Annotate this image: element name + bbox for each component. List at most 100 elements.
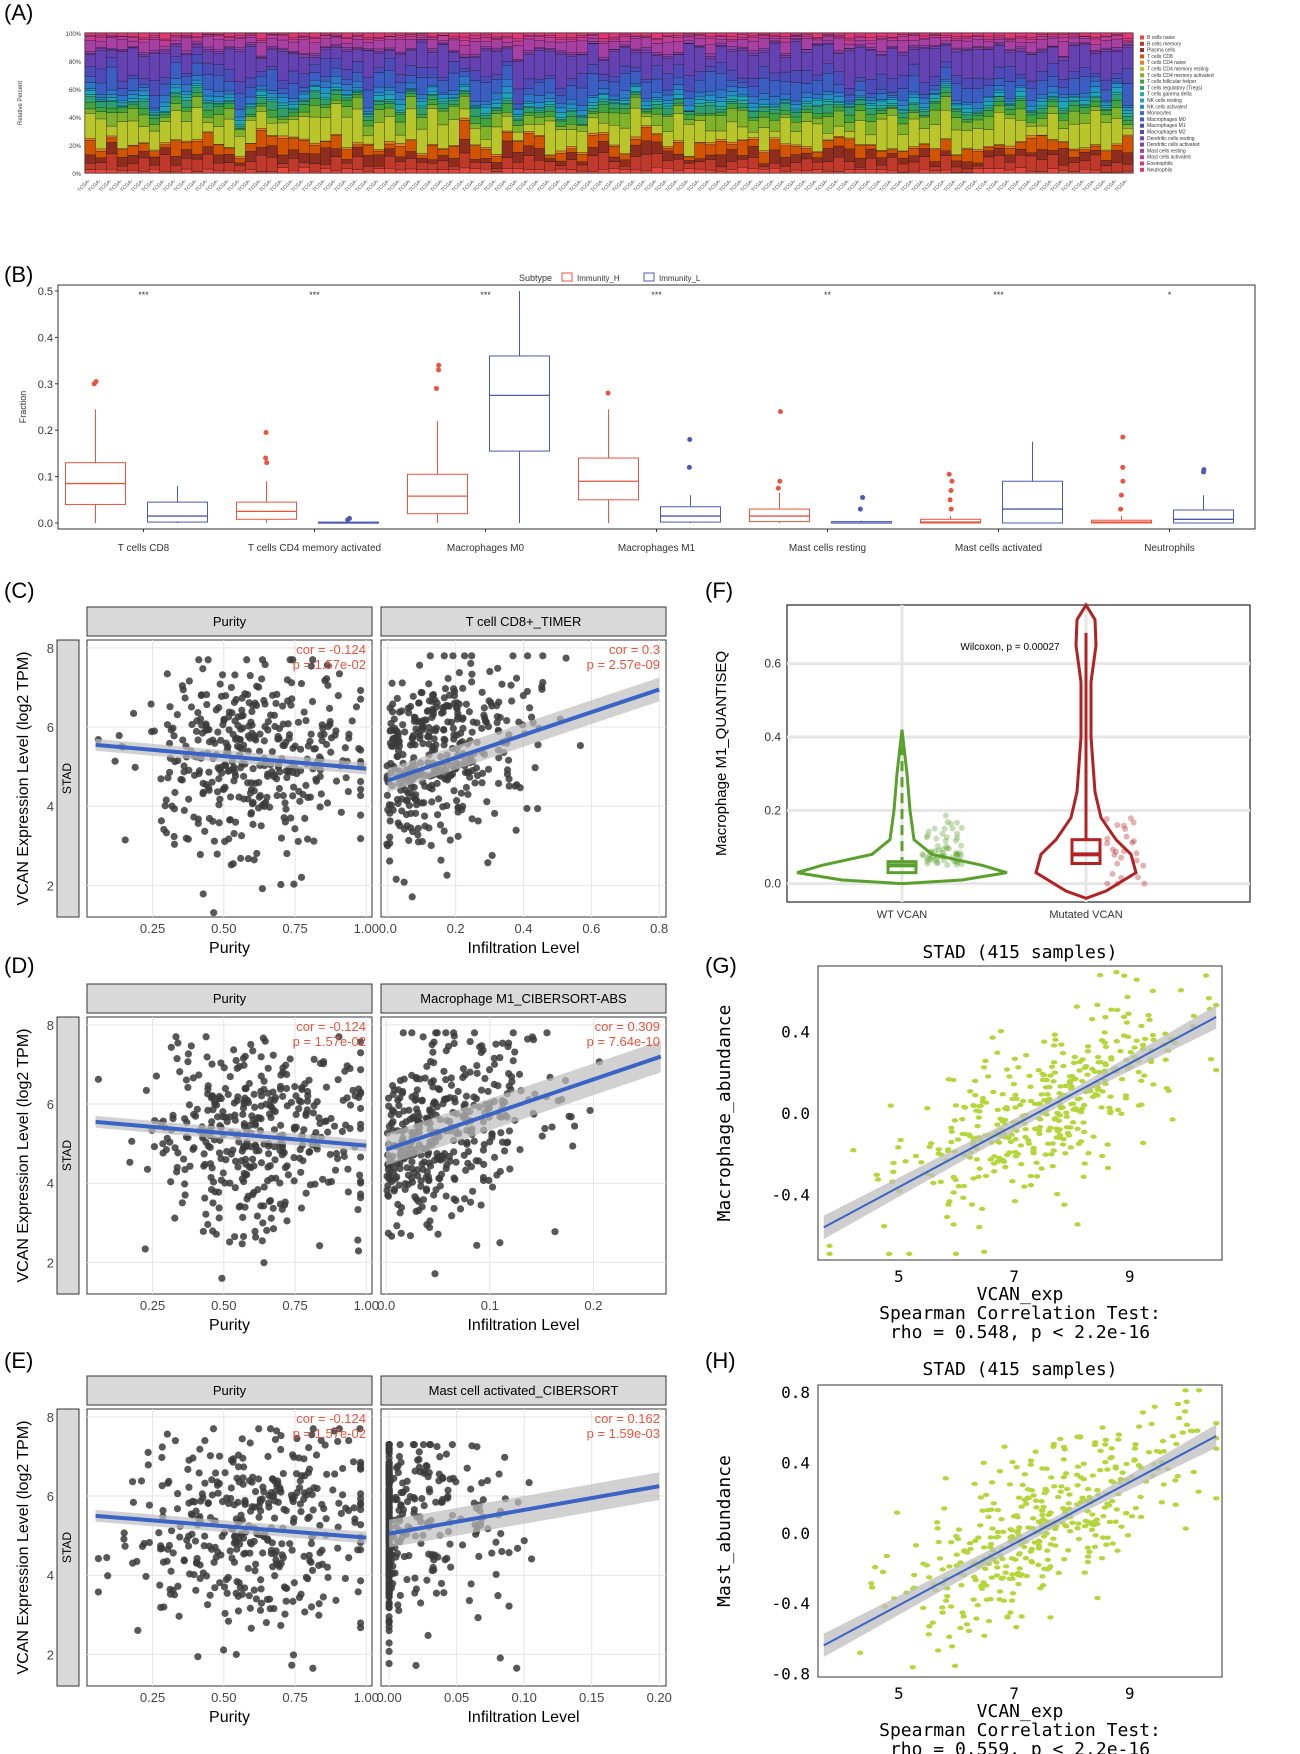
stacked-bar-segment bbox=[587, 105, 599, 109]
stacked-bar-segment bbox=[469, 57, 481, 71]
data-point bbox=[454, 712, 462, 721]
data-point bbox=[226, 816, 234, 824]
stacked-bar-segment bbox=[705, 36, 717, 39]
data-point bbox=[209, 1199, 217, 1207]
data-point bbox=[263, 772, 272, 780]
stacked-bar-segment bbox=[373, 86, 385, 93]
data-point bbox=[310, 837, 318, 845]
data-point bbox=[503, 716, 511, 725]
panel-label-f: (F) bbox=[705, 578, 733, 603]
stacked-bar-segment bbox=[149, 53, 161, 81]
stacked-bar-segment bbox=[737, 32, 749, 35]
data-point bbox=[437, 856, 445, 864]
data-point bbox=[395, 1606, 403, 1615]
stacked-bar-segment bbox=[512, 125, 524, 133]
stacked-bar-segment bbox=[1111, 150, 1123, 163]
data-point bbox=[352, 703, 361, 711]
stacked-bar-segment bbox=[544, 49, 556, 52]
data-point bbox=[406, 1232, 415, 1240]
stacked-bar-segment bbox=[801, 35, 813, 39]
data-point bbox=[247, 1164, 255, 1172]
stacked-bar-segment bbox=[459, 108, 471, 119]
stacked-bar-segment bbox=[833, 36, 845, 39]
data-point bbox=[178, 1199, 186, 1207]
stacked-bar-segment bbox=[288, 109, 300, 113]
stacked-bar-segment bbox=[352, 72, 364, 82]
stacked-bar-segment bbox=[223, 39, 235, 47]
data-point bbox=[277, 1432, 285, 1440]
stacked-bar-segment bbox=[876, 54, 888, 56]
stacked-bar-segment bbox=[394, 143, 406, 147]
stacked-bar-segment bbox=[951, 166, 963, 173]
stacked-bar-segment bbox=[320, 107, 332, 118]
stacked-bar-segment bbox=[255, 171, 267, 174]
stacked-bar-segment bbox=[309, 90, 321, 93]
stacked-bar-segment bbox=[705, 105, 717, 114]
stacked-bar-segment bbox=[876, 100, 888, 106]
stacked-bar-segment bbox=[737, 82, 749, 88]
stacked-bar-segment bbox=[1047, 140, 1059, 151]
data-point bbox=[400, 878, 408, 886]
data-point bbox=[455, 669, 463, 677]
data-point bbox=[409, 692, 417, 700]
stacked-bar-segment bbox=[384, 89, 396, 95]
stacked-bar-segment bbox=[951, 103, 963, 106]
stacked-bar-segment bbox=[822, 34, 834, 36]
stacked-bar-segment bbox=[84, 138, 96, 141]
data-point bbox=[204, 1220, 212, 1229]
data-point bbox=[322, 1117, 330, 1125]
data-point bbox=[181, 1165, 189, 1174]
stacked-bar-segment bbox=[245, 169, 257, 174]
data-point bbox=[397, 1458, 405, 1466]
facet-strip bbox=[86, 983, 373, 1014]
stacked-bar-segment bbox=[587, 64, 599, 74]
stacked-bar-segment bbox=[683, 90, 695, 99]
stacked-bar-segment bbox=[598, 80, 610, 89]
stacked-bar-segment bbox=[1057, 32, 1069, 35]
stacked-bar-segment bbox=[608, 125, 620, 146]
stacked-bar-segment bbox=[1036, 159, 1048, 172]
stacked-bar-segment bbox=[566, 148, 578, 153]
stacked-bar-segment bbox=[779, 165, 791, 172]
data-point bbox=[509, 652, 517, 660]
stacked-bar-segment bbox=[673, 41, 685, 53]
stacked-bar-segment bbox=[769, 72, 781, 81]
data-point bbox=[397, 1501, 405, 1509]
stacked-bar-segment bbox=[116, 36, 128, 40]
stacked-bar-segment bbox=[726, 121, 738, 143]
x-tick-label: 0.75 bbox=[282, 1690, 307, 1705]
stacked-bar-segment bbox=[983, 116, 995, 130]
data-point bbox=[492, 1040, 500, 1048]
data-point bbox=[354, 1205, 362, 1214]
stacked-bar-segment bbox=[245, 107, 257, 115]
data-point bbox=[320, 730, 328, 738]
stacked-bar-segment bbox=[320, 164, 332, 169]
stacked-bar-segment bbox=[833, 104, 845, 108]
regression-line bbox=[95, 1119, 367, 1148]
data-point bbox=[239, 724, 247, 732]
stacked-bar-segment bbox=[1025, 137, 1037, 153]
stacked-bar-segment bbox=[373, 150, 385, 155]
stacked-bar-segment bbox=[255, 42, 267, 57]
data-point bbox=[234, 1163, 242, 1171]
stacked-bar-segment bbox=[865, 93, 877, 98]
data-point bbox=[280, 1505, 288, 1513]
stacked-bar-segment bbox=[288, 53, 300, 72]
stacked-bar-segment bbox=[191, 46, 203, 55]
data-point bbox=[281, 799, 289, 807]
stacked-bar-segment bbox=[662, 58, 674, 74]
data-point bbox=[307, 662, 315, 670]
stacked-bar-segment bbox=[523, 103, 535, 107]
data-point bbox=[426, 1441, 434, 1449]
x-tick-label: 0.20 bbox=[647, 1690, 672, 1705]
stacked-bar-segment bbox=[630, 107, 642, 138]
stacked-bar-segment bbox=[309, 54, 321, 58]
stacked-bar-segment bbox=[876, 38, 888, 40]
stacked-bar-segment bbox=[993, 147, 1005, 156]
stacked-bar-segment bbox=[908, 40, 920, 46]
stacked-bar-segment bbox=[544, 155, 556, 159]
stacked-bar-segment bbox=[726, 144, 738, 150]
data-point bbox=[494, 779, 503, 788]
stacked-bar-segment bbox=[897, 109, 909, 111]
stacked-bar-segment bbox=[544, 78, 556, 94]
